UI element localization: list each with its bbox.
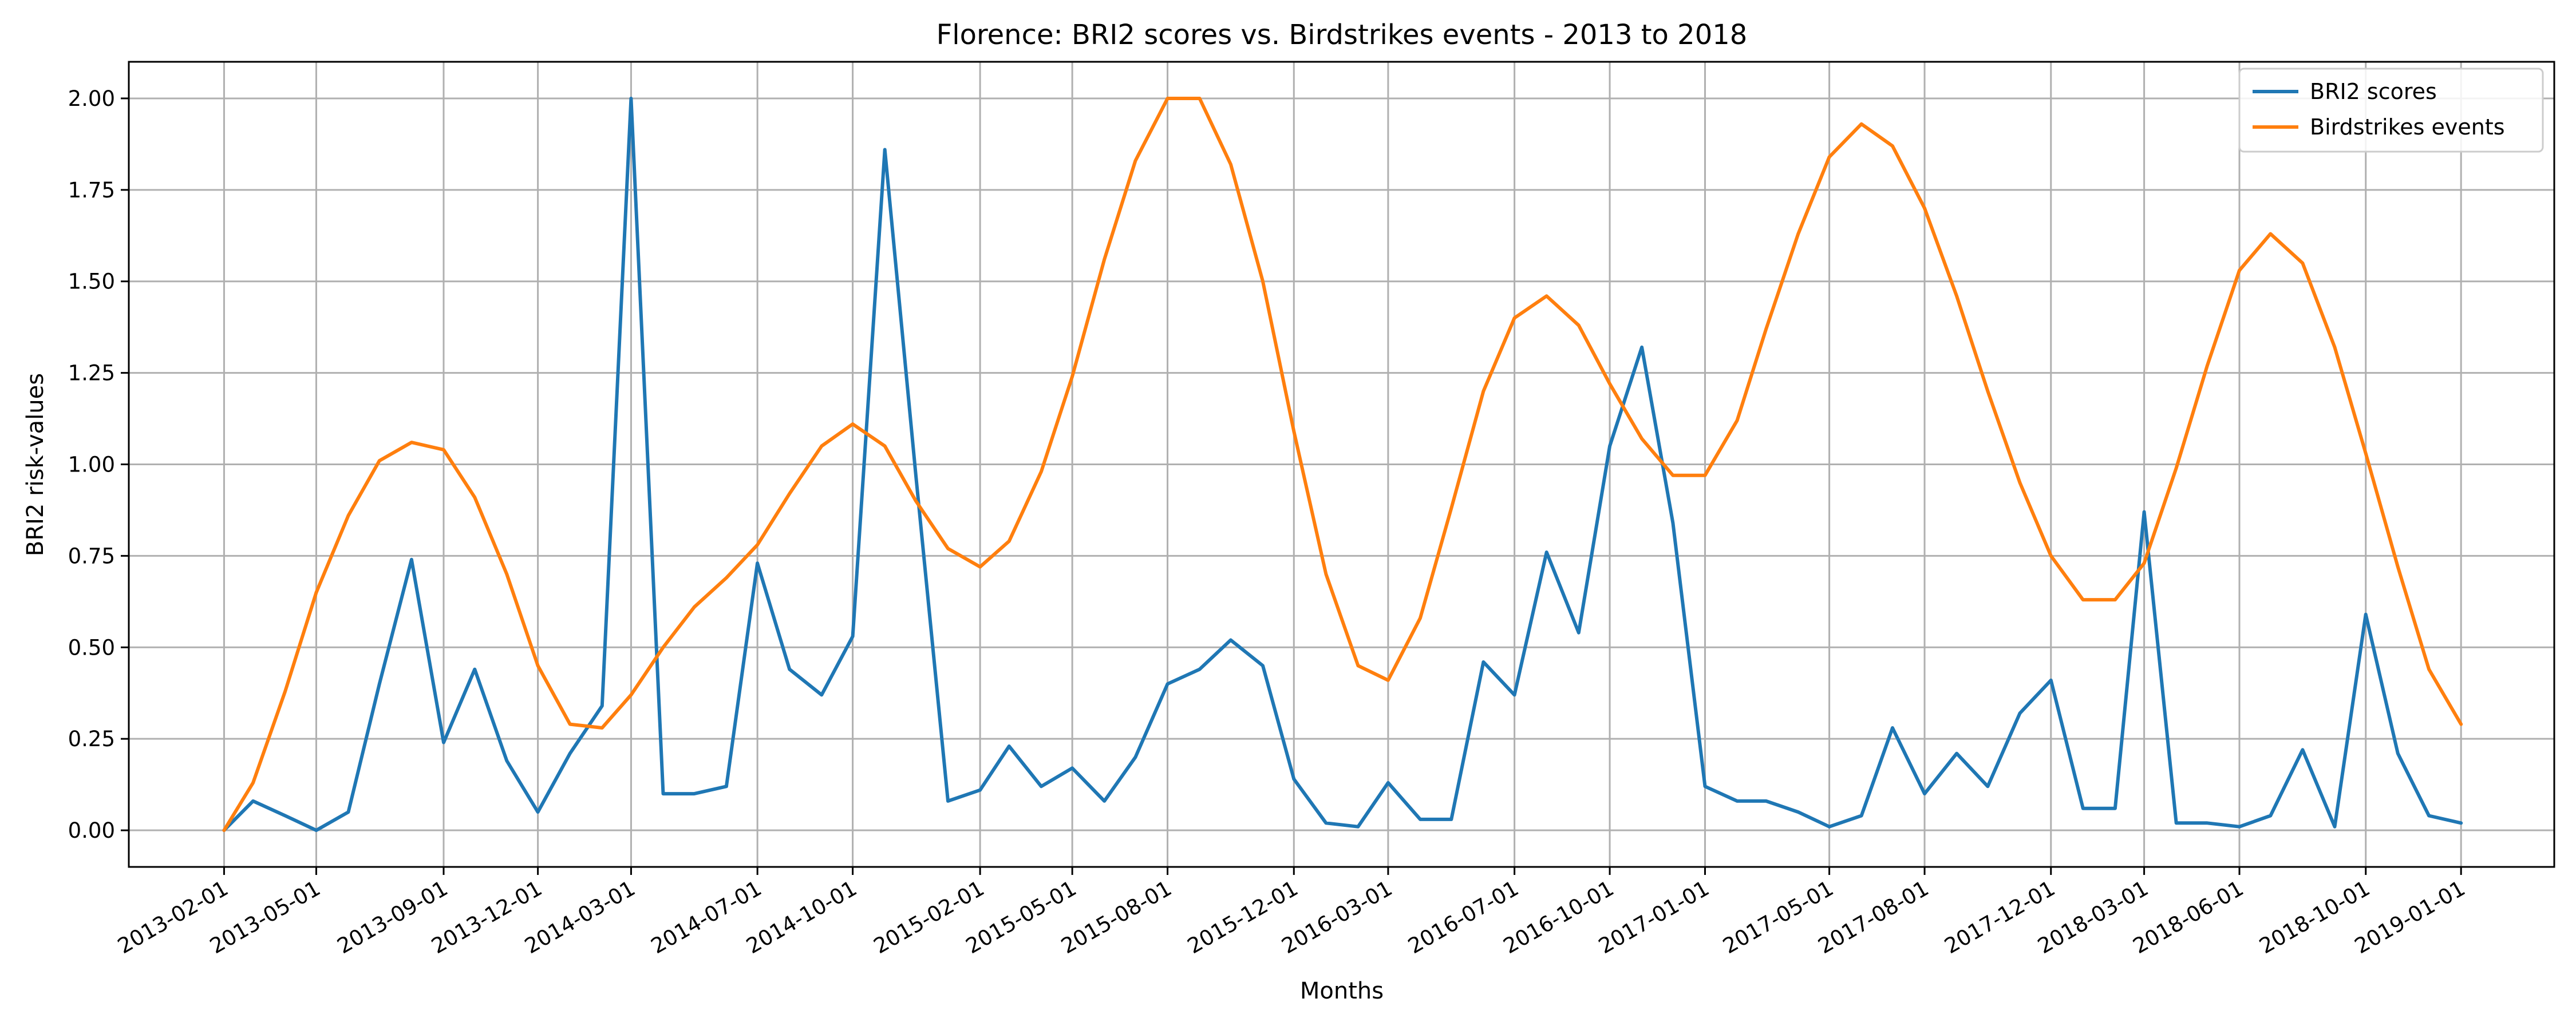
legend: BRI2 scores Birdstrikes events — [2238, 68, 2544, 153]
y-tick-label: 2.00 — [68, 86, 115, 111]
grid-lines — [129, 62, 2554, 867]
chart-title: Florence: BRI2 scores vs. Birdstrikes ev… — [937, 19, 1748, 51]
y-tick-label: 1.00 — [68, 453, 115, 477]
y-tick-label: 0.50 — [68, 635, 115, 660]
legend-box — [2238, 68, 2544, 153]
x-axis-label: Months — [1300, 978, 1384, 1004]
series-line-bri2-scores — [222, 97, 2463, 832]
y-tick-label: 1.75 — [68, 178, 115, 203]
y-tick-label: 0.00 — [68, 818, 115, 843]
y-tick-label: 0.25 — [68, 727, 115, 751]
series-lines — [222, 97, 2463, 832]
y-tick-label: 1.25 — [68, 361, 115, 386]
y-axis-ticks: 0.00 0.25 0.50 0.75 1.00 1.25 1.50 1.75 2.00 — [68, 86, 129, 843]
y-tick-label: 0.75 — [68, 544, 115, 568]
series-line-birdstrikes-events — [222, 97, 2463, 832]
y-tick-label: 1.50 — [68, 270, 115, 294]
legend-label-bri2-scores: BRI2 scores — [2310, 79, 2437, 104]
legend-label-birdstrikes-events: Birdstrikes events — [2310, 114, 2505, 140]
y-axis-label: BRI2 risk-values — [22, 373, 49, 556]
